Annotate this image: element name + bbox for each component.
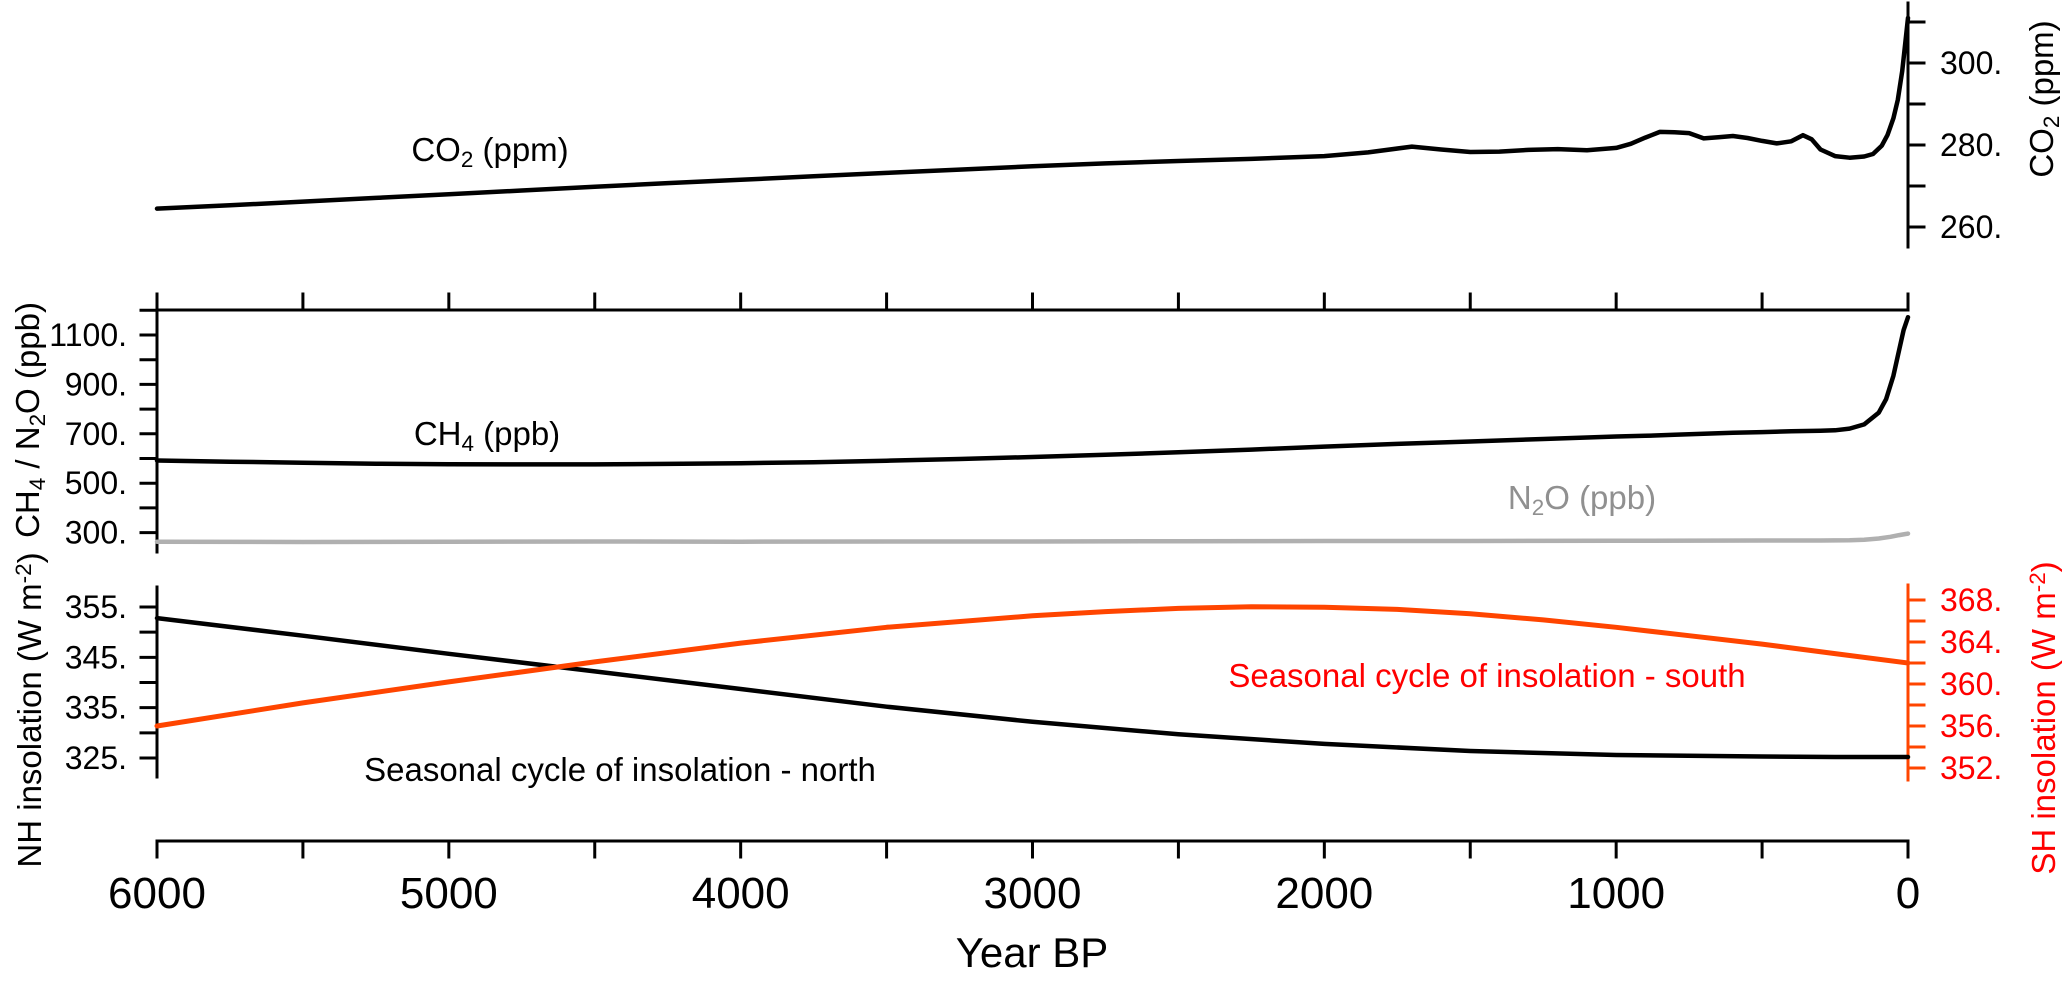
sh-axis-title-sup: -2 bbox=[2025, 572, 2051, 593]
svg-text:700.: 700. bbox=[65, 416, 127, 452]
north-series-label: Seasonal cycle of insolation - north bbox=[364, 751, 876, 788]
sh-axis-title-text: SH insolation (W m bbox=[2025, 592, 2062, 875]
svg-text:900.: 900. bbox=[65, 366, 127, 402]
ch4-n2o-axis-title: CH4 / N2O (ppb) bbox=[9, 302, 51, 538]
ch4-n2o-axis-title-s1: 4 bbox=[24, 477, 50, 491]
ch4-n2o-axis-title-p2: / N bbox=[9, 426, 47, 478]
n2o-series-label-text: N bbox=[1507, 479, 1532, 517]
n2o-series-label-unit: O (ppb) bbox=[1544, 479, 1657, 517]
ch4-n2o-axis-title-p3: O (ppb) bbox=[9, 302, 47, 414]
svg-text:364.: 364. bbox=[1940, 624, 2002, 660]
svg-text:356.: 356. bbox=[1940, 708, 2002, 744]
svg-text:500.: 500. bbox=[65, 465, 127, 501]
svg-text:4000: 4000 bbox=[692, 869, 790, 918]
svg-text:352.: 352. bbox=[1940, 750, 2002, 786]
ch4-series-label-unit: (ppb) bbox=[473, 415, 561, 453]
sh-axis-title: SH insolation (W m-2) bbox=[2025, 561, 2063, 874]
ch4-n2o-axis-title-s2: 2 bbox=[24, 413, 50, 427]
sh-axis-title-close: ) bbox=[2025, 561, 2062, 573]
svg-text:0: 0 bbox=[1896, 869, 1920, 918]
co2-axis-title-text: CO bbox=[2023, 128, 2061, 178]
ch4-series-label: CH4 (ppb) bbox=[414, 415, 560, 457]
ch4-n2o-axis-title-p1: CH bbox=[9, 490, 47, 538]
nh-axis-title-text: NH insolation (W m bbox=[11, 583, 48, 868]
svg-text:360.: 360. bbox=[1940, 666, 2002, 702]
co2-series-label-sub: 2 bbox=[460, 146, 474, 172]
co2-axis-title: CO2 (ppm) bbox=[2023, 20, 2065, 177]
co2-series-label-unit: (ppm) bbox=[473, 131, 569, 169]
nh-axis-title: NH insolation (W m-2) bbox=[11, 552, 49, 867]
svg-text:335.: 335. bbox=[65, 690, 127, 726]
svg-text:6000: 6000 bbox=[108, 869, 206, 918]
co2-series-label: CO2 (ppm) bbox=[411, 131, 568, 173]
ch4-series-label-text: CH bbox=[413, 415, 462, 453]
svg-text:5000: 5000 bbox=[400, 869, 498, 918]
n2o-series-label-sub: 2 bbox=[1531, 494, 1545, 520]
svg-text:260.: 260. bbox=[1940, 209, 2002, 245]
svg-text:368.: 368. bbox=[1940, 582, 2002, 618]
south-series-label: Seasonal cycle of insolation - south bbox=[1228, 657, 1746, 694]
co2-axis-title-unit: (ppm) bbox=[2023, 20, 2061, 116]
svg-text:300.: 300. bbox=[1940, 45, 2002, 81]
svg-text:1000: 1000 bbox=[1567, 869, 1665, 918]
ch4-series-label-sub: 4 bbox=[461, 430, 474, 456]
svg-text:280.: 280. bbox=[1940, 127, 2002, 163]
co2-axis-title-sub: 2 bbox=[2038, 115, 2064, 129]
svg-text:355.: 355. bbox=[65, 589, 127, 625]
svg-text:325.: 325. bbox=[65, 740, 127, 776]
nh-axis-title-close: ) bbox=[11, 552, 48, 564]
nh-axis-title-sup: -2 bbox=[11, 563, 37, 584]
svg-text:300.: 300. bbox=[65, 515, 127, 551]
co2-series-label-text: CO bbox=[411, 131, 461, 169]
svg-text:3000: 3000 bbox=[984, 869, 1082, 918]
n2o-series-label: N2O (ppb) bbox=[1508, 479, 1656, 521]
svg-text:1100.: 1100. bbox=[49, 317, 127, 353]
x-axis-title: Year BP bbox=[955, 929, 1109, 976]
svg-text:2000: 2000 bbox=[1275, 869, 1373, 918]
svg-text:345.: 345. bbox=[65, 639, 127, 675]
